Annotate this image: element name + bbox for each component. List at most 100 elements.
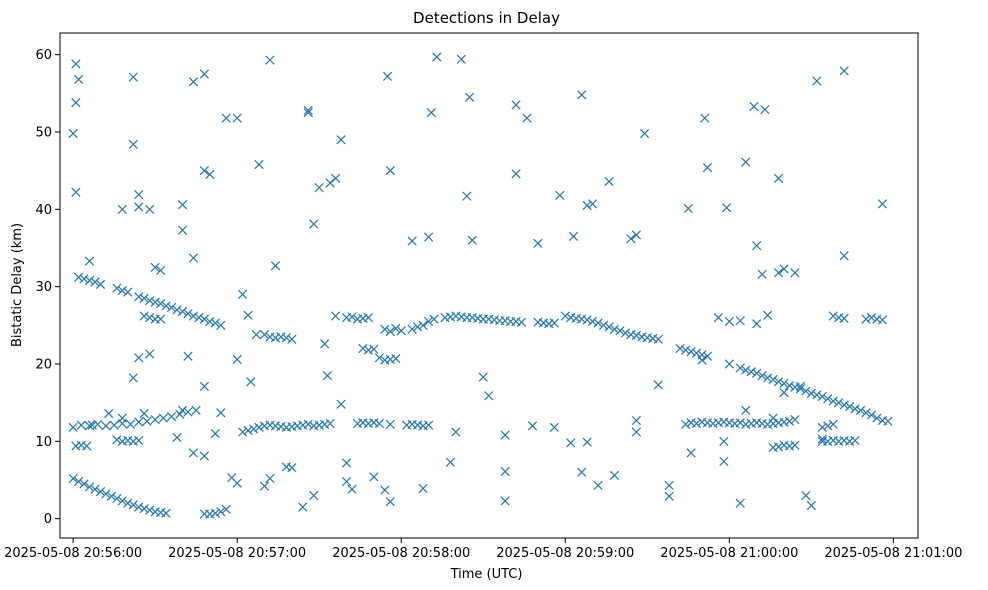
data-point [101,421,111,431]
data-point [145,295,155,306]
data-point [243,310,253,320]
data-point [560,311,570,321]
data-point [609,470,620,480]
data-point [188,311,199,321]
data-point [451,427,461,437]
data-point [238,427,248,437]
x-tick-label: 2025-05-08 20:57:00 [168,546,306,561]
y-tick-label: 20 [35,357,52,372]
data-point [801,490,811,501]
data-point [314,183,324,193]
data-point [721,203,732,213]
data-point [823,421,833,431]
data-point [423,232,434,242]
data-point [117,285,127,296]
data-point [700,113,710,123]
data-point [396,326,406,336]
data-point [117,413,127,423]
data-point [680,419,691,429]
y-tick-label: 50 [35,125,52,140]
data-point [199,314,209,324]
data-point [281,333,292,343]
x-tick-label: 2025-05-08 20:58:00 [332,546,470,561]
y-tick-label: 0 [44,512,52,527]
data-point [741,405,751,416]
data-point [675,343,685,354]
data-point [128,373,138,383]
data-point [82,441,92,451]
data-point [71,97,81,108]
data-point [812,76,822,86]
data-point [166,302,177,313]
data-point [391,323,401,334]
data-point [817,422,827,433]
data-point [845,401,855,412]
data-point [380,485,390,495]
data-point [828,311,838,321]
data-point [341,476,352,487]
data-point [254,422,264,433]
data-point [369,472,379,482]
data-point [265,55,275,65]
data-point [691,348,702,358]
data-point [790,268,800,278]
data-point [779,387,789,398]
data-point [128,500,138,510]
data-point [500,430,510,440]
data-point [210,318,220,328]
data-point [429,314,439,324]
data-point [680,345,691,355]
data-point [166,411,177,422]
data-point [724,359,734,369]
data-point [175,409,185,419]
data-point [757,269,767,279]
data-point [71,187,81,197]
data-point [139,311,149,321]
x-axis-title: Time (UTC) [450,567,523,582]
data-point [609,324,620,334]
data-point [177,225,188,235]
data-point [363,312,374,323]
data-point [697,355,707,365]
data-point [199,69,209,79]
data-point [432,52,442,62]
data-point [445,457,456,467]
data-point [374,353,384,363]
data-point [374,418,384,429]
data-point [177,200,188,210]
data-point [205,169,215,180]
data-point [768,374,778,385]
data-point [456,54,467,64]
data-point [117,496,127,506]
data-point [232,113,242,123]
data-point [577,467,587,477]
data-point [823,394,833,404]
data-point [79,479,89,489]
data-point [773,173,784,184]
data-point [883,416,893,426]
data-point [336,399,346,409]
data-point [426,108,436,118]
data-point [806,500,816,511]
data-point [259,329,270,340]
x-tick-label: 2025-05-08 21:01:00 [824,546,962,561]
data-point [117,204,127,214]
data-point [795,384,806,394]
data-point [735,418,745,428]
data-point [631,330,641,341]
data-point [95,279,106,289]
data-point [877,199,888,209]
data-point [719,436,729,446]
data-point [839,251,849,261]
data-point [582,437,592,447]
data-point [210,428,220,439]
data-point [183,407,193,417]
data-point [639,128,650,139]
data-point [188,448,199,458]
data-point [191,405,201,416]
data-point [330,311,341,321]
y-tick-label: 60 [35,48,52,63]
data-point [309,490,319,501]
data-point [768,413,778,423]
data-point [248,424,259,434]
